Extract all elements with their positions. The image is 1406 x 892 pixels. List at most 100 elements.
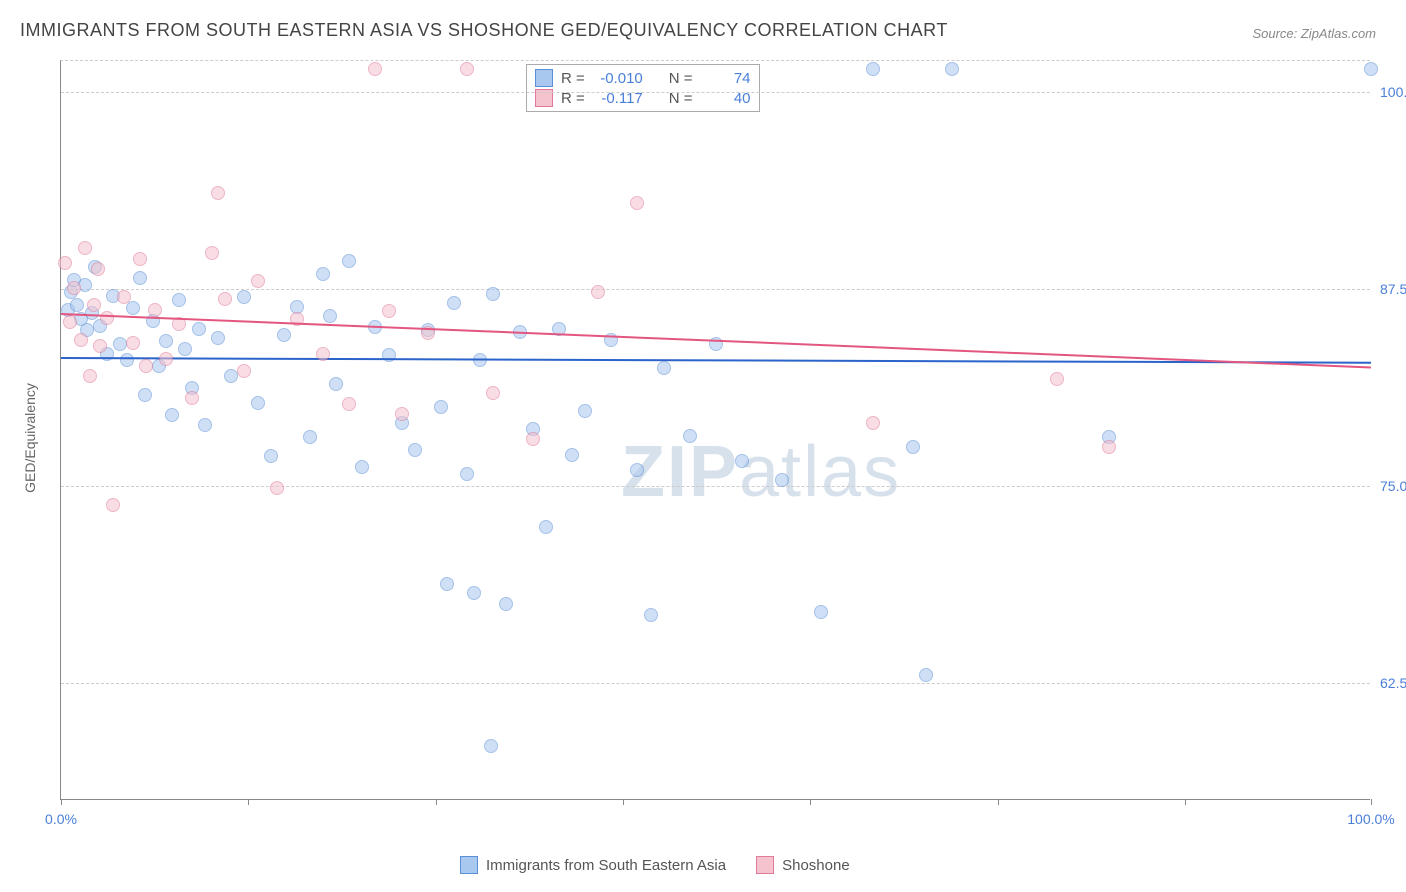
- data-point: [368, 62, 382, 76]
- data-point: [133, 252, 147, 266]
- data-point: [735, 454, 749, 468]
- data-point: [185, 391, 199, 405]
- x-tick-mark: [61, 799, 62, 805]
- data-point: [866, 62, 880, 76]
- data-point: [316, 267, 330, 281]
- data-point: [91, 262, 105, 276]
- x-tick-mark: [623, 799, 624, 805]
- data-point: [237, 290, 251, 304]
- series-legend: Immigrants from South Eastern Asia Shosh…: [460, 856, 850, 874]
- data-point: [120, 353, 134, 367]
- data-point: [919, 668, 933, 682]
- watermark: ZIPatlas: [621, 431, 901, 513]
- data-point: [192, 322, 206, 336]
- data-point: [211, 331, 225, 345]
- x-tick-label: 0.0%: [45, 811, 77, 827]
- stats-row-series1: R = -0.010 N = 74: [535, 68, 751, 88]
- n-value-series1: 74: [701, 70, 751, 87]
- data-point: [395, 407, 409, 421]
- legend-label-series1: Immigrants from South Eastern Asia: [486, 857, 726, 874]
- data-point: [1364, 62, 1378, 76]
- y-tick-label: 75.0%: [1380, 478, 1406, 494]
- legend-label-series2: Shoshone: [782, 857, 850, 874]
- r-label: R =: [561, 70, 585, 87]
- data-point: [775, 473, 789, 487]
- data-point: [78, 241, 92, 255]
- stats-row-series2: R = -0.117 N = 40: [535, 88, 751, 108]
- data-point: [408, 443, 422, 457]
- data-point: [303, 430, 317, 444]
- data-point: [1050, 372, 1064, 386]
- data-point: [58, 256, 72, 270]
- data-point: [323, 309, 337, 323]
- data-point: [172, 293, 186, 307]
- data-point: [486, 287, 500, 301]
- x-tick-mark: [998, 799, 999, 805]
- data-point: [251, 274, 265, 288]
- data-point: [100, 311, 114, 325]
- gridline-h: [61, 92, 1370, 93]
- data-point: [178, 342, 192, 356]
- data-point: [630, 196, 644, 210]
- data-point: [565, 448, 579, 462]
- data-point: [117, 290, 131, 304]
- data-point: [440, 577, 454, 591]
- data-point: [251, 396, 265, 410]
- data-point: [106, 498, 120, 512]
- data-point: [486, 386, 500, 400]
- data-point: [355, 460, 369, 474]
- y-tick-label: 87.5%: [1380, 281, 1406, 297]
- swatch-series1-bottom: [460, 856, 478, 874]
- data-point: [93, 339, 107, 353]
- data-point: [138, 388, 152, 402]
- chart-title: IMMIGRANTS FROM SOUTH EASTERN ASIA VS SH…: [20, 20, 948, 41]
- data-point: [198, 418, 212, 432]
- data-point: [237, 364, 251, 378]
- x-tick-mark: [1185, 799, 1186, 805]
- data-point: [683, 429, 697, 443]
- gridline-h: [61, 683, 1370, 684]
- swatch-series2-bottom: [756, 856, 774, 874]
- data-point: [133, 271, 147, 285]
- x-tick-mark: [436, 799, 437, 805]
- data-point: [578, 404, 592, 418]
- data-point: [342, 397, 356, 411]
- data-point: [906, 440, 920, 454]
- legend-item-series1: Immigrants from South Eastern Asia: [460, 856, 726, 874]
- data-point: [126, 336, 140, 350]
- data-point: [657, 361, 671, 375]
- data-point: [218, 292, 232, 306]
- data-point: [382, 348, 396, 362]
- data-point: [460, 62, 474, 76]
- data-point: [866, 416, 880, 430]
- gridline-h: [61, 486, 1370, 487]
- data-point: [148, 303, 162, 317]
- data-point: [467, 586, 481, 600]
- data-point: [277, 328, 291, 342]
- x-tick-mark: [1371, 799, 1372, 805]
- data-point: [211, 186, 225, 200]
- x-tick-mark: [248, 799, 249, 805]
- data-point: [70, 298, 84, 312]
- data-point: [63, 315, 77, 329]
- data-point: [434, 400, 448, 414]
- x-tick-label: 100.0%: [1347, 811, 1394, 827]
- y-tick-label: 100.0%: [1380, 84, 1406, 100]
- correlation-stats-box: R = -0.010 N = 74 R = -0.117 N = 40: [526, 64, 760, 112]
- data-point: [159, 352, 173, 366]
- data-point: [447, 296, 461, 310]
- data-point: [74, 333, 88, 347]
- data-point: [113, 337, 127, 351]
- data-point: [159, 334, 173, 348]
- data-point: [83, 369, 97, 383]
- scatter-plot: R = -0.010 N = 74 R = -0.117 N = 40 ZIPa…: [60, 60, 1370, 800]
- data-point: [67, 281, 81, 295]
- data-point: [342, 254, 356, 268]
- data-point: [329, 377, 343, 391]
- swatch-series1: [535, 69, 553, 87]
- data-point: [814, 605, 828, 619]
- data-point: [224, 369, 238, 383]
- data-point: [499, 597, 513, 611]
- data-point: [126, 301, 140, 315]
- data-point: [591, 285, 605, 299]
